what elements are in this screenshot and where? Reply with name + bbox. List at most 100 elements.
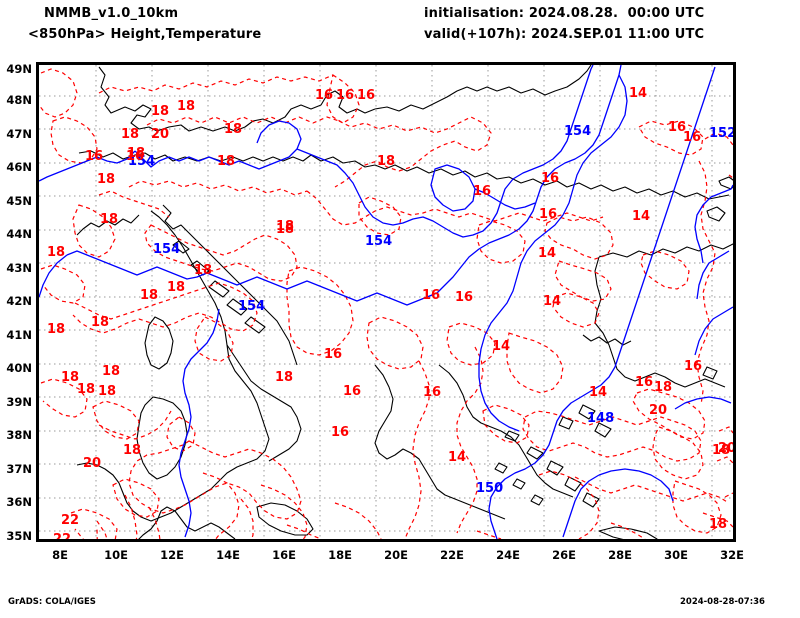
- temperature-contour-layer: [39, 68, 733, 539]
- temp-label: 14: [484, 538, 502, 539]
- temp-label: 16: [635, 375, 653, 390]
- x-tick-label: 30E: [664, 548, 688, 562]
- x-tick-label: 26E: [552, 548, 576, 562]
- y-tick-label: 42N: [6, 294, 32, 308]
- x-tick-label: 10E: [104, 548, 128, 562]
- temp-label: 16: [668, 120, 686, 135]
- temp-label: 18: [276, 222, 294, 237]
- temp-label: 14: [589, 385, 607, 400]
- y-tick-label: 43N: [6, 261, 32, 275]
- temp-label: 18: [654, 380, 672, 395]
- height-contour-layer: 154 152 154 154 154 154 148 150: [39, 65, 733, 539]
- y-tick-label: 44N: [6, 227, 32, 241]
- y-tick-label: 48N: [6, 93, 32, 107]
- temp-label: 18: [194, 263, 212, 278]
- temp-label: 16: [315, 88, 333, 103]
- temp-label: 18: [276, 219, 294, 234]
- temp-label: 16: [126, 149, 144, 164]
- height-label: 154: [564, 124, 591, 139]
- temp-label: 16: [455, 290, 473, 305]
- y-tick-label: 49N: [6, 62, 32, 76]
- temp-label: 18: [91, 315, 109, 330]
- height-label: 148: [587, 411, 614, 426]
- temp-label: 20: [151, 127, 169, 142]
- temp-label: 18: [217, 154, 235, 169]
- temp-label: 18: [121, 127, 139, 142]
- temp-label: 20: [718, 441, 733, 456]
- temp-label: 18: [377, 154, 395, 169]
- temp-label: 16: [324, 347, 342, 362]
- temp-label: 18: [61, 370, 79, 385]
- temp-label: 18: [151, 104, 169, 119]
- temp-label: 16: [343, 384, 361, 399]
- temp-label: 14: [492, 339, 510, 354]
- x-tick-label: 18E: [328, 548, 352, 562]
- temp-label: 20: [649, 403, 667, 418]
- height-label: 154: [238, 299, 265, 314]
- initialisation-time-label: initialisation: 2024.08.28. 00:00 UTC: [424, 6, 705, 21]
- temp-label: 18: [127, 146, 145, 161]
- height-label: 152: [709, 126, 733, 141]
- y-tick-label: 38N: [6, 428, 32, 442]
- temp-label: 16: [473, 184, 491, 199]
- temp-label: 16: [85, 149, 103, 164]
- x-tick-label: 8E: [52, 548, 68, 562]
- height-label: 154: [128, 154, 155, 169]
- y-tick-label: 40N: [6, 361, 32, 375]
- temp-label: 18: [712, 443, 730, 458]
- x-tick-label: 24E: [496, 548, 520, 562]
- x-tick-label: 16E: [272, 548, 296, 562]
- valid-time-label: valid(+107h): 2024.SEP.01 11:00 UTC: [424, 27, 705, 42]
- temperature-contour-labels: 18 18 18 20 16 16 18 18 18 18 18 18 16 1…: [47, 86, 733, 539]
- temp-label: 22: [61, 513, 79, 528]
- weather-map-plot: 154 152 154 154 154 154 148 150 18 18 18…: [36, 62, 736, 542]
- height-label: 154: [365, 234, 392, 249]
- x-tick-label: 22E: [440, 548, 464, 562]
- temp-label: 18: [102, 364, 120, 379]
- temp-label: 18: [47, 322, 65, 337]
- level-field-label: <850hPa> Height,Temperature: [28, 27, 262, 42]
- y-tick-label: 35N: [6, 529, 32, 543]
- temp-label: 18: [97, 172, 115, 187]
- temp-label: 16: [541, 171, 559, 186]
- temp-label: 16: [539, 207, 557, 222]
- x-tick-label: 20E: [384, 548, 408, 562]
- temp-label: 18: [224, 122, 242, 137]
- height-label: 150: [476, 481, 503, 496]
- render-timestamp-label: 2024-08-28-07:36: [680, 597, 765, 607]
- temp-label: 18: [177, 99, 195, 114]
- temp-label: 18: [100, 212, 118, 227]
- temp-label: 18: [77, 382, 95, 397]
- temp-label: 16: [336, 88, 354, 103]
- y-tick-label: 39N: [6, 395, 32, 409]
- temp-label: 18: [98, 384, 116, 399]
- temp-label: 14: [543, 294, 561, 309]
- temp-label: 16: [684, 359, 702, 374]
- height-label: 154: [153, 242, 180, 257]
- temp-label: 16: [331, 425, 349, 440]
- temp-label: 16: [423, 385, 441, 400]
- temp-label: 16: [357, 88, 375, 103]
- x-tick-label: 14E: [216, 548, 240, 562]
- y-tick-label: 36N: [6, 495, 32, 509]
- x-tick-label: 12E: [160, 548, 184, 562]
- x-tick-label: 28E: [608, 548, 632, 562]
- temp-label: 18: [123, 443, 141, 458]
- height-contour-labels: 154 152 154 154 154 154 148 150: [128, 124, 733, 496]
- model-name-label: NMMB_v1.0_10km: [44, 6, 179, 21]
- temp-label: 18: [275, 370, 293, 385]
- map-canvas: 154 152 154 154 154 154 148 150 18 18 18…: [39, 65, 733, 539]
- y-tick-label: 46N: [6, 160, 32, 174]
- grads-credit-label: GrADS: COLA/IGES: [8, 597, 96, 607]
- x-tick-label: 32E: [720, 548, 744, 562]
- temp-label: 14: [629, 86, 647, 101]
- temp-label: 16: [422, 288, 440, 303]
- y-tick-label: 37N: [6, 462, 32, 476]
- temp-label: 22: [53, 532, 71, 539]
- y-tick-label: 45N: [6, 194, 32, 208]
- temp-label: 14: [448, 450, 466, 465]
- y-tick-label: 47N: [6, 127, 32, 141]
- coastline-layer: [76, 65, 733, 539]
- gridlines-layer: [39, 65, 733, 539]
- temp-label: 14: [632, 209, 650, 224]
